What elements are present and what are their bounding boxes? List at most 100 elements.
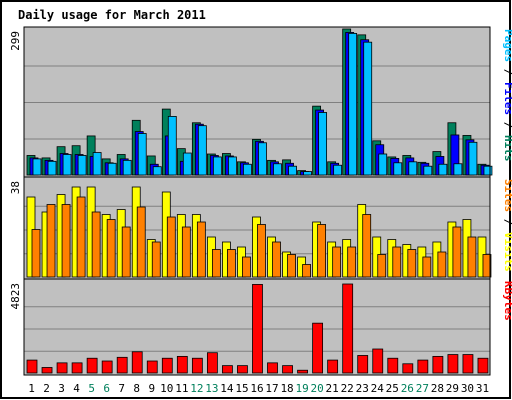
bar-pages-day-7	[122, 159, 132, 176]
bar-pages-day-9	[152, 166, 162, 176]
bar-kbytes-day-9	[146, 360, 158, 374]
bar-pages-day-23	[363, 41, 373, 176]
bar-pages-day-26	[408, 161, 418, 176]
bar-pages-day-17	[273, 163, 282, 176]
bar-sites-day-31	[482, 254, 492, 278]
bar-kbytes-day-30	[462, 354, 474, 374]
bar-sites-day-23	[362, 214, 372, 278]
bar-kbytes-day-13	[206, 352, 218, 374]
x-tick-label-19: 19	[295, 382, 308, 395]
bar-sites-day-16	[257, 224, 266, 278]
bar-pages-day-24	[378, 153, 388, 176]
bar-pages-day-29	[453, 163, 463, 176]
bar-sites-day-3	[61, 204, 71, 278]
x-tick-label-30: 30	[461, 382, 474, 395]
bar-pages-day-2	[47, 160, 57, 176]
bar-kbytes-day-14	[222, 365, 233, 374]
panel-top-ymax-label: 299	[9, 31, 22, 51]
x-tick-label-31: 31	[476, 382, 489, 395]
bar-sites-day-13	[211, 249, 221, 278]
bar-kbytes-day-18	[282, 365, 293, 374]
bar-kbytes-day-15	[237, 365, 248, 374]
bar-pages-day-10	[167, 116, 177, 176]
x-tick-label-23: 23	[356, 382, 369, 395]
bar-pages-day-27	[423, 165, 433, 176]
bar-sites-day-26	[407, 249, 417, 278]
bar-pages-day-22	[348, 32, 358, 176]
bar-kbytes-day-26	[402, 363, 414, 374]
x-tick-label-12: 12	[190, 382, 203, 395]
x-tick-label-7: 7	[118, 382, 125, 395]
bar-pages-day-31	[483, 165, 493, 176]
chart-title: Daily usage for March 2011	[18, 8, 206, 22]
x-tick-label-29: 29	[446, 382, 459, 395]
bar-sites-day-1	[31, 229, 41, 278]
bar-kbytes-day-20	[312, 322, 324, 374]
bar-kbytes-day-21	[327, 359, 339, 374]
bar-pages-day-5	[92, 152, 102, 176]
bar-sites-day-19	[302, 264, 311, 278]
side-label-part: /	[502, 62, 512, 82]
bar-kbytes-day-28	[432, 355, 444, 374]
bar-sites-day-17	[272, 241, 281, 278]
bar-pages-day-14	[228, 156, 237, 176]
bar-sites-day-20	[317, 224, 327, 278]
side-label-part: KBytes	[502, 281, 512, 321]
x-tick-label-10: 10	[160, 382, 173, 395]
bar-sites-day-25	[392, 246, 402, 278]
bar-kbytes-day-3	[56, 362, 68, 374]
x-tick-label-4: 4	[73, 382, 80, 395]
bar-sites-day-7	[121, 226, 131, 278]
bar-sites-day-30	[467, 236, 477, 278]
bar-pages-day-19	[303, 171, 312, 176]
bar-sites-day-2	[46, 204, 56, 278]
bar-sites-day-24	[377, 254, 387, 278]
x-tick-label-24: 24	[371, 382, 385, 395]
bar-kbytes-day-11	[176, 355, 188, 374]
bar-sites-day-12	[196, 221, 206, 278]
side-label-part: Visits	[502, 232, 512, 272]
bar-sites-day-4	[76, 196, 86, 278]
bar-sites-day-14	[227, 249, 236, 278]
bar-pages-day-18	[288, 165, 297, 176]
side-label-part: Files	[502, 82, 512, 115]
bar-pages-day-30	[468, 141, 478, 176]
bar-sites-day-5	[91, 211, 101, 278]
bar-pages-day-21	[333, 164, 343, 176]
bar-sites-day-9	[151, 241, 161, 278]
x-tick-label-28: 28	[431, 382, 444, 395]
bar-sites-day-29	[452, 226, 462, 278]
bar-pages-day-3	[62, 154, 72, 176]
panel-top: 299 Pages / Files / Hits	[9, 26, 512, 178]
x-tick-label-25: 25	[386, 382, 399, 395]
bar-kbytes-day-1	[26, 359, 38, 374]
x-tick-label-5: 5	[88, 382, 95, 395]
bar-kbytes-day-22	[342, 283, 354, 374]
bar-sites-day-6	[106, 219, 116, 278]
side-label-part: /	[502, 212, 512, 232]
panels-group: 299 Pages / Files / Hits 38 Sites / Visits 4…	[9, 26, 512, 376]
bar-pages-day-1	[32, 158, 42, 176]
bar-pages-day-16	[258, 142, 267, 176]
bar-kbytes-day-24	[372, 348, 384, 374]
bar-sites-day-8	[136, 206, 146, 278]
bar-sites-day-15	[242, 256, 251, 278]
bar-kbytes-day-4	[71, 362, 83, 374]
bar-kbytes-day-29	[447, 354, 459, 374]
bar-kbytes-day-17	[267, 362, 278, 374]
x-tick-label-16: 16	[250, 382, 263, 395]
bar-pages-day-28	[438, 163, 448, 176]
panel-middle-side-label: Sites / Visits	[502, 179, 512, 272]
bar-kbytes-day-27	[417, 359, 429, 374]
bar-pages-day-11	[182, 152, 192, 176]
bar-sites-day-21	[332, 246, 342, 278]
bar-sites-day-28	[437, 251, 447, 278]
x-tick-label-14: 14	[220, 382, 234, 395]
bar-kbytes-day-31	[477, 357, 489, 374]
bar-kbytes-day-6	[101, 360, 113, 374]
bar-kbytes-day-23	[357, 355, 369, 374]
bar-pages-day-6	[107, 162, 117, 176]
bar-kbytes-day-12	[191, 357, 203, 374]
